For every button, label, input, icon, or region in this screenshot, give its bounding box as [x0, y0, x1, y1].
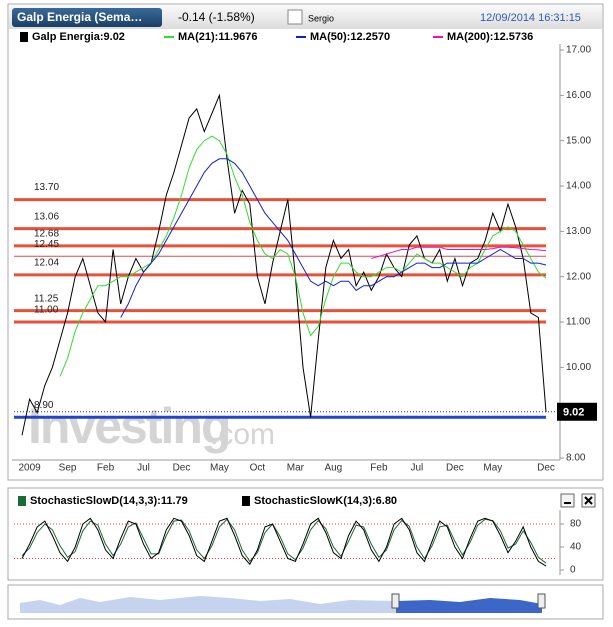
- legend-label: MA(21):11.9676: [178, 31, 258, 43]
- y-tick-label: 12.00: [566, 271, 591, 282]
- timestamp: 12/09/2014 16:31:15: [480, 12, 581, 24]
- series-line: [21, 517, 547, 567]
- legend-swatch: [242, 496, 250, 506]
- y-tick-label: 11.00: [566, 317, 591, 328]
- x-tick-label: Sep: [59, 463, 77, 474]
- user-name: Sergio: [308, 13, 334, 23]
- legend-swatch: [164, 36, 174, 38]
- legend-label: StochasticSlowD(14,3,3):11.79: [30, 495, 188, 507]
- navigator-handle[interactable]: [391, 593, 400, 609]
- x-tick-label: Dec: [173, 463, 191, 474]
- y-tick-label: 8.00: [566, 453, 586, 464]
- instrument-tab[interactable]: [12, 8, 162, 27]
- watermark-suffix: .com: [210, 418, 275, 451]
- navigator-selection[interactable]: [396, 598, 542, 613]
- x-tick-label: Feb: [97, 463, 115, 474]
- legend-swatch: [433, 36, 443, 38]
- price-change: -0.14 (-1.58%): [178, 10, 255, 24]
- y-tick-label: 10.00: [566, 362, 591, 373]
- minimize-button[interactable]: [560, 493, 575, 508]
- level-label: 11.00: [34, 305, 59, 316]
- last-price-label: 9.02: [563, 407, 584, 419]
- y-tick-label: 15.00: [566, 135, 591, 146]
- x-tick-label: Oct: [250, 463, 266, 474]
- indicator-panel: [7, 487, 604, 581]
- legend-label: Galp Energia:9.02: [32, 31, 125, 43]
- watermark: Investing: [28, 398, 229, 454]
- main-panel: [7, 3, 604, 481]
- x-tick-label: May: [483, 463, 502, 474]
- level-label: 11.25: [34, 293, 59, 304]
- level-label: 12.68: [34, 228, 59, 239]
- level-label: 13.06: [34, 211, 59, 222]
- user-icon[interactable]: [287, 9, 303, 25]
- level-label: 8.90: [34, 400, 54, 411]
- x-tick-label: Mar: [287, 463, 305, 474]
- x-tick-label: Jul: [137, 463, 150, 474]
- series-line: [120, 158, 547, 318]
- last-price-tag: [557, 402, 597, 421]
- level-label: 12.45: [34, 239, 59, 250]
- x-tick-label: Jul: [411, 463, 424, 474]
- y-tick-label: 13.00: [566, 226, 591, 237]
- legend-label: MA(200):12.5736: [447, 31, 533, 43]
- x-tick-label: Dec: [537, 463, 555, 474]
- legend-swatch: [296, 36, 306, 38]
- y-tick-label: 40: [570, 542, 582, 553]
- legend-swatch: [18, 496, 26, 506]
- x-tick-label: Dec: [446, 463, 464, 474]
- x-tick-label: Aug: [324, 463, 342, 474]
- legend-label: MA(50):12.2570: [310, 31, 390, 43]
- instrument-name: Galp Energia (Sema…: [17, 10, 142, 24]
- x-tick-label: Feb: [370, 463, 388, 474]
- level-label: 12.04: [34, 257, 59, 268]
- x-tick-label: May: [210, 463, 229, 474]
- legend-label: StochasticSlowK(14,3):6.80: [254, 495, 397, 507]
- series-line: [21, 93, 547, 436]
- navigator-handle[interactable]: [537, 593, 546, 609]
- navigator-area: [20, 596, 396, 613]
- y-tick-label: 80: [570, 519, 582, 530]
- legend-swatch: [20, 32, 28, 42]
- close-icon: [584, 496, 593, 505]
- series-line: [59, 135, 547, 377]
- y-tick-label: 0: [570, 565, 576, 576]
- x-tick-label: 2009: [18, 463, 41, 474]
- y-tick-label: 14.00: [566, 181, 591, 192]
- y-tick-label: 16.00: [566, 90, 591, 101]
- y-tick-label: 17.00: [566, 45, 591, 56]
- series-line: [371, 246, 547, 259]
- series-line: [21, 518, 547, 564]
- level-label: 13.70: [34, 182, 59, 193]
